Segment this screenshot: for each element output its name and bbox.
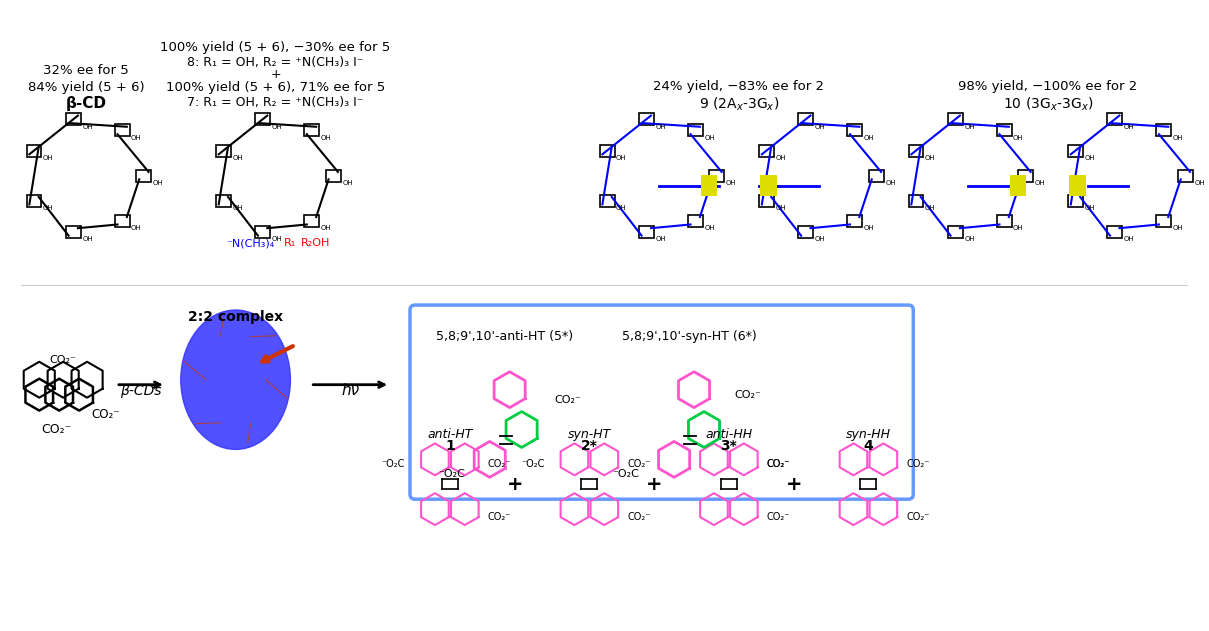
- Text: OH: OH: [342, 180, 353, 186]
- Text: OH: OH: [1123, 124, 1134, 130]
- Text: 2*: 2*: [582, 439, 597, 454]
- Text: syn-HT: syn-HT: [568, 428, 611, 440]
- Text: OH: OH: [863, 135, 874, 141]
- Text: CO₂⁻: CO₂⁻: [767, 459, 791, 469]
- Text: OH: OH: [965, 124, 974, 130]
- Text: OH: OH: [725, 180, 736, 186]
- Text: 98% yield, −100% ee for 2: 98% yield, −100% ee for 2: [959, 80, 1138, 93]
- Text: OH: OH: [1173, 225, 1184, 231]
- Text: 32% ee for 5: 32% ee for 5: [44, 64, 129, 77]
- Text: OH: OH: [232, 155, 243, 161]
- Text: R₁: R₁: [284, 239, 296, 249]
- Text: +: +: [270, 68, 280, 81]
- Text: 8: R₁ = OH, R₂ = ⁺N(CH₃)₃ I⁻: 8: R₁ = OH, R₂ = ⁺N(CH₃)₃ I⁻: [187, 56, 364, 69]
- Text: 100% yield (5 + 6), 71% ee for 5: 100% yield (5 + 6), 71% ee for 5: [166, 81, 386, 94]
- Text: 10 (3G$_x$-3G$_x$): 10 (3G$_x$-3G$_x$): [1002, 96, 1093, 114]
- Text: ⁻O₂C: ⁻O₂C: [382, 459, 405, 469]
- Text: CO₂⁻: CO₂⁻: [767, 459, 791, 469]
- Text: S: S: [1071, 176, 1084, 195]
- Text: OH: OH: [704, 135, 715, 141]
- Text: +: +: [507, 475, 522, 493]
- Text: CO₂⁻: CO₂⁻: [41, 423, 71, 436]
- Text: 24% yield, −83% ee for 2: 24% yield, −83% ee for 2: [653, 80, 825, 93]
- Text: OH: OH: [863, 225, 874, 231]
- Text: OH: OH: [1084, 205, 1095, 211]
- Text: OH: OH: [320, 225, 331, 231]
- Text: syn-HH: syn-HH: [846, 428, 891, 440]
- Text: OH: OH: [320, 135, 331, 141]
- Text: 9 (2A$_x$-3G$_x$): 9 (2A$_x$-3G$_x$): [699, 96, 779, 114]
- Text: OH: OH: [655, 124, 666, 130]
- Text: OH: OH: [1013, 135, 1024, 141]
- Text: OH: OH: [1123, 237, 1134, 242]
- Text: OH: OH: [775, 155, 786, 161]
- Text: OH: OH: [617, 155, 626, 161]
- Text: OH: OH: [272, 237, 282, 242]
- Text: OH: OH: [885, 180, 896, 186]
- Text: OH: OH: [925, 205, 936, 211]
- Text: CO₂⁻: CO₂⁻: [907, 512, 930, 522]
- Text: CO₂⁻: CO₂⁻: [487, 512, 511, 522]
- Text: OH: OH: [704, 225, 715, 231]
- Text: 100% yield (5 + 6), −30% ee for 5: 100% yield (5 + 6), −30% ee for 5: [161, 41, 391, 54]
- Text: 3*: 3*: [721, 439, 737, 454]
- Text: OH: OH: [655, 237, 666, 242]
- Text: 1: 1: [445, 439, 455, 454]
- Text: OH: OH: [1173, 135, 1184, 141]
- Text: ⁻O₂C: ⁻O₂C: [612, 469, 640, 480]
- Text: ⁻O₂C: ⁻O₂C: [521, 459, 544, 469]
- Text: 7: R₁ = OH, R₂ = ⁺N(CH₃)₃ I⁻: 7: R₁ = OH, R₂ = ⁺N(CH₃)₃ I⁻: [187, 96, 364, 109]
- Text: ⁻N(CH₃)₄: ⁻N(CH₃)₄: [226, 239, 274, 249]
- Text: OH: OH: [965, 237, 974, 242]
- Text: OH: OH: [82, 124, 93, 130]
- Text: CO₂⁻: CO₂⁻: [91, 408, 120, 421]
- Text: 5,8;9',10'-syn-HT (6*): 5,8;9',10'-syn-HT (6*): [621, 330, 757, 343]
- Text: OH: OH: [925, 155, 936, 161]
- Text: 5,8;9',10'-anti-HT (5*): 5,8;9',10'-anti-HT (5*): [436, 330, 573, 343]
- Text: S: S: [762, 176, 776, 195]
- Text: ⁻O₂C: ⁻O₂C: [438, 469, 464, 480]
- Text: OH: OH: [44, 205, 53, 211]
- Text: anti-HT: anti-HT: [427, 428, 473, 440]
- Text: S: S: [1011, 176, 1025, 195]
- Text: OH: OH: [232, 205, 243, 211]
- FancyBboxPatch shape: [410, 305, 913, 499]
- Ellipse shape: [181, 310, 290, 449]
- Text: R₂OH: R₂OH: [301, 239, 330, 249]
- Text: CO₂⁻: CO₂⁻: [50, 355, 76, 365]
- Text: S: S: [702, 176, 716, 195]
- Text: CO₂⁻: CO₂⁻: [767, 512, 791, 522]
- Text: β-CDs: β-CDs: [120, 384, 162, 398]
- Text: OH: OH: [152, 180, 163, 186]
- Text: OH: OH: [815, 237, 826, 242]
- Text: OH: OH: [1084, 155, 1095, 161]
- Text: CO₂⁻: CO₂⁻: [627, 512, 650, 522]
- Text: OH: OH: [131, 225, 141, 231]
- Text: CO₂⁻: CO₂⁻: [907, 459, 930, 469]
- Text: OH: OH: [272, 124, 282, 130]
- Text: OH: OH: [82, 237, 93, 242]
- Text: CO₂⁻: CO₂⁻: [487, 459, 511, 469]
- Text: β-CD: β-CD: [65, 96, 106, 111]
- Text: 84% yield (5 + 6): 84% yield (5 + 6): [28, 81, 144, 94]
- Text: OH: OH: [815, 124, 826, 130]
- Text: 2:2 complex: 2:2 complex: [189, 310, 283, 324]
- Text: OH: OH: [131, 135, 141, 141]
- Text: OH: OH: [617, 205, 626, 211]
- Text: +: +: [786, 475, 802, 493]
- Text: OH: OH: [775, 205, 786, 211]
- Text: OH: OH: [1035, 180, 1046, 186]
- Text: CO₂⁻: CO₂⁻: [555, 394, 582, 404]
- Text: hν: hν: [341, 382, 359, 398]
- Text: anti-HH: anti-HH: [705, 428, 752, 440]
- Text: 4: 4: [863, 439, 873, 454]
- Text: CO₂⁻: CO₂⁻: [627, 459, 650, 469]
- Text: OH: OH: [1194, 180, 1205, 186]
- Text: +: +: [646, 475, 663, 493]
- Text: OH: OH: [44, 155, 53, 161]
- Text: OH: OH: [1013, 225, 1024, 231]
- Text: CO₂⁻: CO₂⁻: [734, 390, 760, 399]
